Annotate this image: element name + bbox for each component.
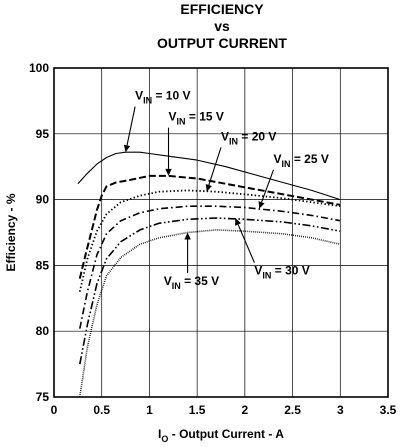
series-line-1 bbox=[77, 151, 341, 201]
series-lines bbox=[77, 151, 341, 398]
annotation-arrow bbox=[126, 106, 136, 146]
annotation-label: VIN = 10 V bbox=[135, 89, 190, 106]
annotation-label-main: V bbox=[254, 264, 262, 278]
annotation-label-subscript: IN bbox=[262, 271, 271, 281]
series-line-5 bbox=[79, 217, 341, 365]
x-tick-label: 3 bbox=[337, 403, 344, 417]
y-tick-label: 80 bbox=[36, 324, 50, 338]
annotation-label: VIN = 15 V bbox=[169, 110, 224, 127]
y-tick-label: 100 bbox=[29, 61, 49, 75]
chart-title-line-2: vs bbox=[214, 18, 230, 34]
y-tick-label: 75 bbox=[36, 390, 50, 404]
series-line-4 bbox=[79, 205, 341, 329]
annotation-label-rest: = 10 V bbox=[152, 89, 190, 103]
grid-lines bbox=[54, 68, 388, 397]
chart-title-line-1: EFFICIENCY bbox=[180, 1, 264, 17]
y-axis-label: Efficiency - % bbox=[4, 193, 18, 271]
series-line-3 bbox=[78, 189, 341, 292]
annotation-label: VIN = 25 V bbox=[273, 152, 328, 169]
annotation-arrow bbox=[261, 169, 275, 203]
annotation-label: VIN = 20 V bbox=[221, 129, 276, 146]
annotation-arrow bbox=[237, 224, 255, 263]
x-axis-label-subscript: O bbox=[161, 434, 168, 444]
annotation-arrow bbox=[208, 147, 222, 186]
x-tick-label: 0.5 bbox=[93, 403, 110, 417]
x-axis-label-main: I bbox=[158, 427, 161, 441]
annotation-label-rest: = 25 V bbox=[291, 152, 329, 166]
annotation-label: VIN = 35 V bbox=[164, 274, 219, 291]
annotation-arrowhead bbox=[165, 168, 172, 176]
series-line-6 bbox=[79, 229, 341, 398]
annotation-label-subscript: IN bbox=[172, 281, 181, 291]
annotation-label: VIN = 30 V bbox=[254, 264, 309, 281]
annotation-label-subscript: IN bbox=[229, 136, 238, 146]
annotation-label-main: V bbox=[221, 129, 229, 143]
annotation-label-subscript: IN bbox=[282, 159, 291, 169]
chart-title-line-3: OUTPUT CURRENT bbox=[157, 35, 287, 51]
annotation-label-rest: = 35 V bbox=[181, 274, 219, 288]
x-tick-label: 0 bbox=[51, 403, 58, 417]
plot-frame bbox=[53, 67, 389, 398]
annotation-arrowhead bbox=[205, 184, 212, 192]
tick-labels: 0 0.5 1 1.5 2 2.5 3 3.5 75 80 85 90 95 100 bbox=[29, 61, 397, 417]
annotation-label-main: V bbox=[164, 274, 172, 288]
annotation-label-main: V bbox=[273, 152, 281, 166]
x-tick-label: 2 bbox=[242, 403, 249, 417]
x-tick-label: 1 bbox=[146, 403, 153, 417]
x-axis-label-rest: - Output Current - A bbox=[168, 427, 284, 441]
annotation-arrowhead bbox=[235, 218, 242, 226]
x-axis-label: IO - Output Current - A bbox=[158, 427, 284, 444]
x-tick-label: 2.5 bbox=[284, 403, 301, 417]
annotation-label-rest: = 15 V bbox=[186, 110, 224, 124]
annotation-label-subscript: IN bbox=[143, 96, 152, 106]
y-tick-label: 85 bbox=[36, 258, 50, 272]
annotation-label-main: V bbox=[135, 89, 143, 103]
annotation-arrowhead bbox=[258, 201, 265, 209]
annotation-arrowhead bbox=[184, 232, 191, 240]
annotation-label-rest: = 20 V bbox=[238, 129, 276, 143]
x-tick-label: 3.5 bbox=[380, 403, 397, 417]
series-line-2 bbox=[78, 174, 341, 279]
annotation-label-subscript: IN bbox=[177, 117, 186, 127]
y-tick-label: 90 bbox=[36, 193, 50, 207]
annotation-label-main: V bbox=[169, 110, 177, 124]
annotation-label-rest: = 30 V bbox=[271, 264, 309, 278]
y-tick-label: 95 bbox=[36, 127, 50, 141]
annotation-arrowhead bbox=[123, 144, 131, 153]
x-tick-label: 1.5 bbox=[189, 403, 206, 417]
